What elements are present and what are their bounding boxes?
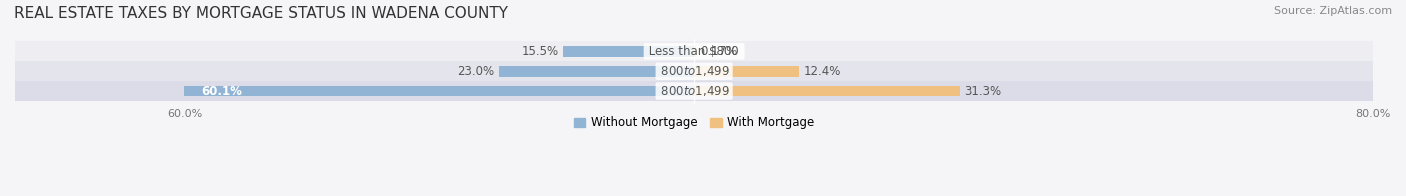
Text: REAL ESTATE TAXES BY MORTGAGE STATUS IN WADENA COUNTY: REAL ESTATE TAXES BY MORTGAGE STATUS IN … [14, 6, 508, 21]
Bar [15, 61, 1374, 81]
Text: $800 to $1,499: $800 to $1,499 [658, 64, 731, 78]
Text: 15.5%: 15.5% [522, 45, 558, 58]
Bar [15, 42, 1374, 61]
Bar [562, 46, 695, 57]
Text: 31.3%: 31.3% [965, 84, 1001, 98]
Bar [15, 81, 1374, 101]
Text: 60.1%: 60.1% [201, 84, 242, 98]
Bar [695, 66, 800, 77]
Bar [695, 86, 960, 96]
Text: 0.17%: 0.17% [700, 45, 737, 58]
Text: $800 to $1,499: $800 to $1,499 [658, 84, 731, 98]
Text: 23.0%: 23.0% [457, 65, 495, 78]
Bar [499, 66, 695, 77]
Text: 12.4%: 12.4% [804, 65, 841, 78]
Legend: Without Mortgage, With Mortgage: Without Mortgage, With Mortgage [569, 112, 820, 134]
Text: Source: ZipAtlas.com: Source: ZipAtlas.com [1274, 6, 1392, 16]
Bar [184, 86, 695, 96]
Bar [695, 46, 696, 57]
Text: Less than $800: Less than $800 [645, 45, 742, 58]
